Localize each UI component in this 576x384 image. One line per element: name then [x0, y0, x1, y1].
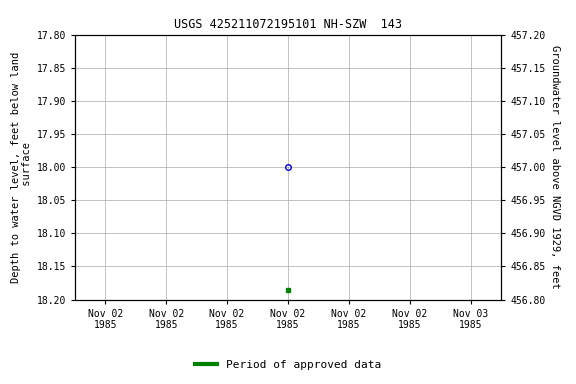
Y-axis label: Groundwater level above NGVD 1929, feet: Groundwater level above NGVD 1929, feet — [550, 45, 559, 289]
Y-axis label: Depth to water level, feet below land
 surface: Depth to water level, feet below land su… — [11, 51, 32, 283]
Title: USGS 425211072195101 NH-SZW  143: USGS 425211072195101 NH-SZW 143 — [174, 18, 402, 31]
Legend: Period of approved data: Period of approved data — [191, 356, 385, 375]
